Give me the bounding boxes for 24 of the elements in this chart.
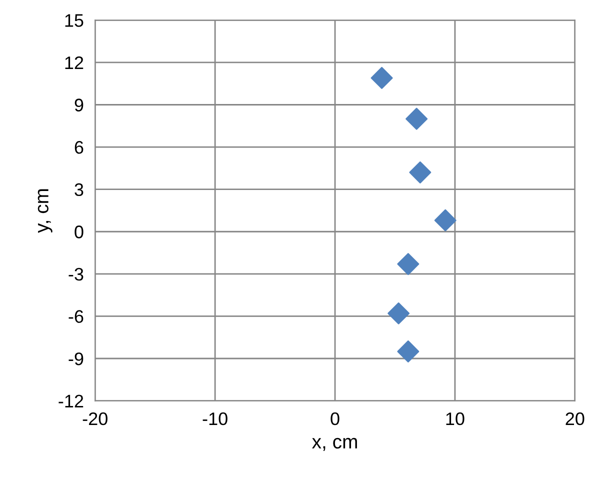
point (409, 161, 432, 184)
y-tick-label: -9 (68, 352, 84, 366)
point (388, 302, 410, 324)
y-tick-label: 6 (74, 140, 84, 154)
x-tick-label: 20 (566, 412, 584, 426)
point (434, 209, 456, 232)
y-tick-label: 0 (74, 226, 84, 238)
y-tick-label: -12 (58, 394, 84, 408)
x-tick-label: -10 (202, 412, 228, 426)
y-tick-label: 15 (65, 14, 84, 27)
y-tick-label: 3 (74, 183, 84, 196)
y-tick-label: -6 (68, 310, 84, 323)
y-tick-label: 9 (74, 98, 84, 112)
x-tick-label: 0 (330, 412, 340, 426)
point (370, 66, 393, 89)
point (406, 108, 428, 130)
x-axis-title: x, cm (312, 438, 357, 451)
x-tick-label: -20 (82, 412, 108, 426)
x-tick-label: 10 (446, 412, 464, 426)
point (397, 253, 420, 276)
y-tick-label: 12 (65, 56, 84, 69)
point (397, 340, 420, 362)
y-axis-title: y, cm (38, 189, 52, 233)
y-tick-label: -3 (68, 268, 84, 281)
